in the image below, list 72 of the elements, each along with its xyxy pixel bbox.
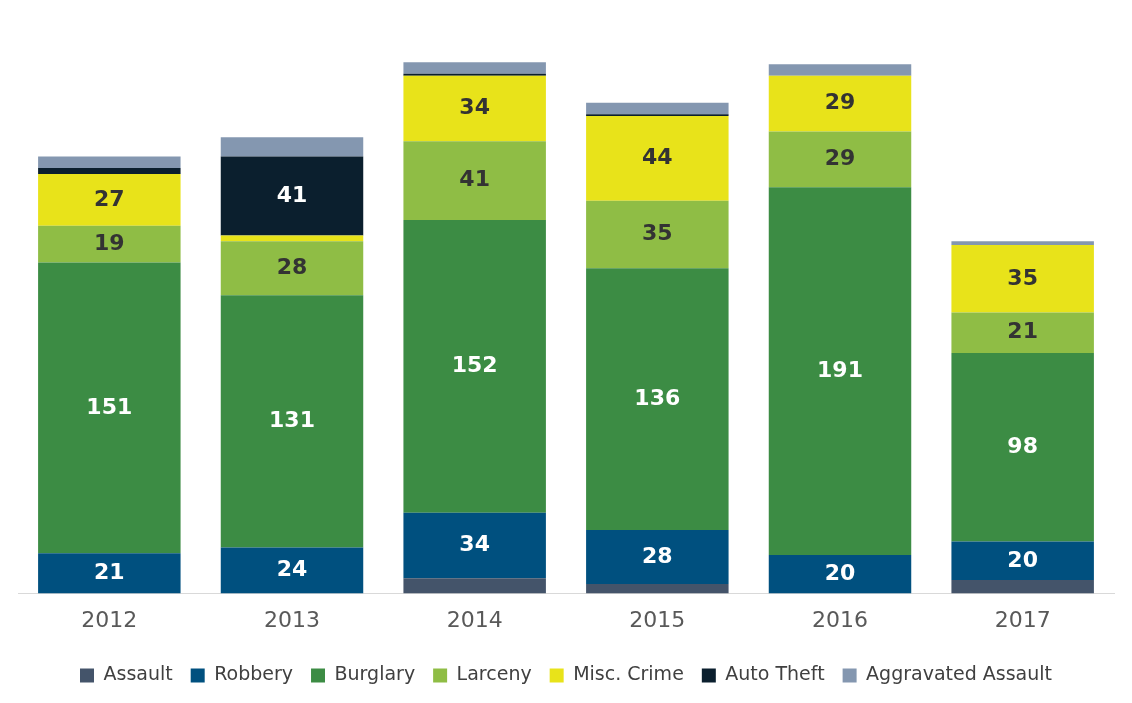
bar xyxy=(38,225,181,263)
legend-label: Robbery xyxy=(214,662,294,685)
data-label: 21 xyxy=(1007,318,1038,344)
x-tick-label: 2015 xyxy=(629,606,686,632)
bar xyxy=(403,578,546,594)
bar xyxy=(220,137,364,157)
bar xyxy=(38,168,181,174)
data-label: 152 xyxy=(451,352,498,378)
bar xyxy=(220,235,364,242)
bar xyxy=(951,352,1094,542)
bar xyxy=(220,547,364,594)
bar xyxy=(220,295,364,548)
bar xyxy=(586,583,729,594)
bar xyxy=(586,116,729,201)
x-tick-label: 2016 xyxy=(812,606,868,632)
legend-label: Misc. Crime xyxy=(573,662,684,685)
legend-label: Auto Theft xyxy=(725,662,825,685)
bar xyxy=(38,156,181,169)
bar xyxy=(768,187,912,556)
legend-label: Burglary xyxy=(334,662,416,685)
bar xyxy=(768,131,912,188)
data-label: 24 xyxy=(276,556,308,582)
bar xyxy=(220,156,364,236)
data-label: 29 xyxy=(824,145,856,171)
data-label: 131 xyxy=(269,407,315,432)
data-label: 35 xyxy=(1007,264,1038,290)
data-label: 34 xyxy=(459,94,490,120)
bar xyxy=(586,530,729,584)
bar xyxy=(38,262,181,554)
legend-label: Aggravated Assault xyxy=(866,662,1053,685)
bar xyxy=(38,173,181,226)
data-label: 41 xyxy=(276,181,308,207)
bar xyxy=(951,241,1094,246)
bar xyxy=(586,200,729,269)
legend-label: Larceny xyxy=(456,662,532,685)
data-label: 29 xyxy=(824,89,856,115)
data-label: 151 xyxy=(86,393,133,419)
bar xyxy=(220,241,364,296)
bar xyxy=(403,512,546,579)
data-label: 44 xyxy=(642,144,673,170)
data-label: 191 xyxy=(817,356,863,382)
bar xyxy=(38,553,181,594)
data-label: 20 xyxy=(1007,546,1038,572)
bar xyxy=(403,75,546,142)
data-label: 41 xyxy=(459,166,490,192)
bar xyxy=(951,580,1094,594)
bar xyxy=(403,141,546,221)
bar xyxy=(586,102,729,115)
data-label: 28 xyxy=(642,542,673,568)
data-label: 34 xyxy=(459,531,490,557)
data-label: 19 xyxy=(94,229,125,255)
bar xyxy=(768,64,912,76)
data-label: 28 xyxy=(276,253,308,279)
x-tick-label: 2014 xyxy=(446,606,503,632)
data-label: 136 xyxy=(634,384,681,410)
x-tick-label: 2012 xyxy=(81,606,138,632)
legend-label: Assault xyxy=(103,662,173,685)
data-label: 21 xyxy=(94,559,125,585)
bar xyxy=(586,268,729,531)
data-label: 20 xyxy=(824,560,856,586)
data-label: 98 xyxy=(1007,432,1038,458)
bar xyxy=(768,75,912,132)
bar xyxy=(768,555,912,594)
bar xyxy=(951,245,1094,313)
data-label: 27 xyxy=(94,185,125,211)
bar xyxy=(403,220,546,513)
x-tick-label: 2013 xyxy=(264,606,320,632)
data-label: 35 xyxy=(642,220,673,246)
bar xyxy=(951,312,1094,353)
bar xyxy=(403,62,546,74)
bar xyxy=(951,541,1094,581)
x-tick-label: 2017 xyxy=(994,606,1051,632)
